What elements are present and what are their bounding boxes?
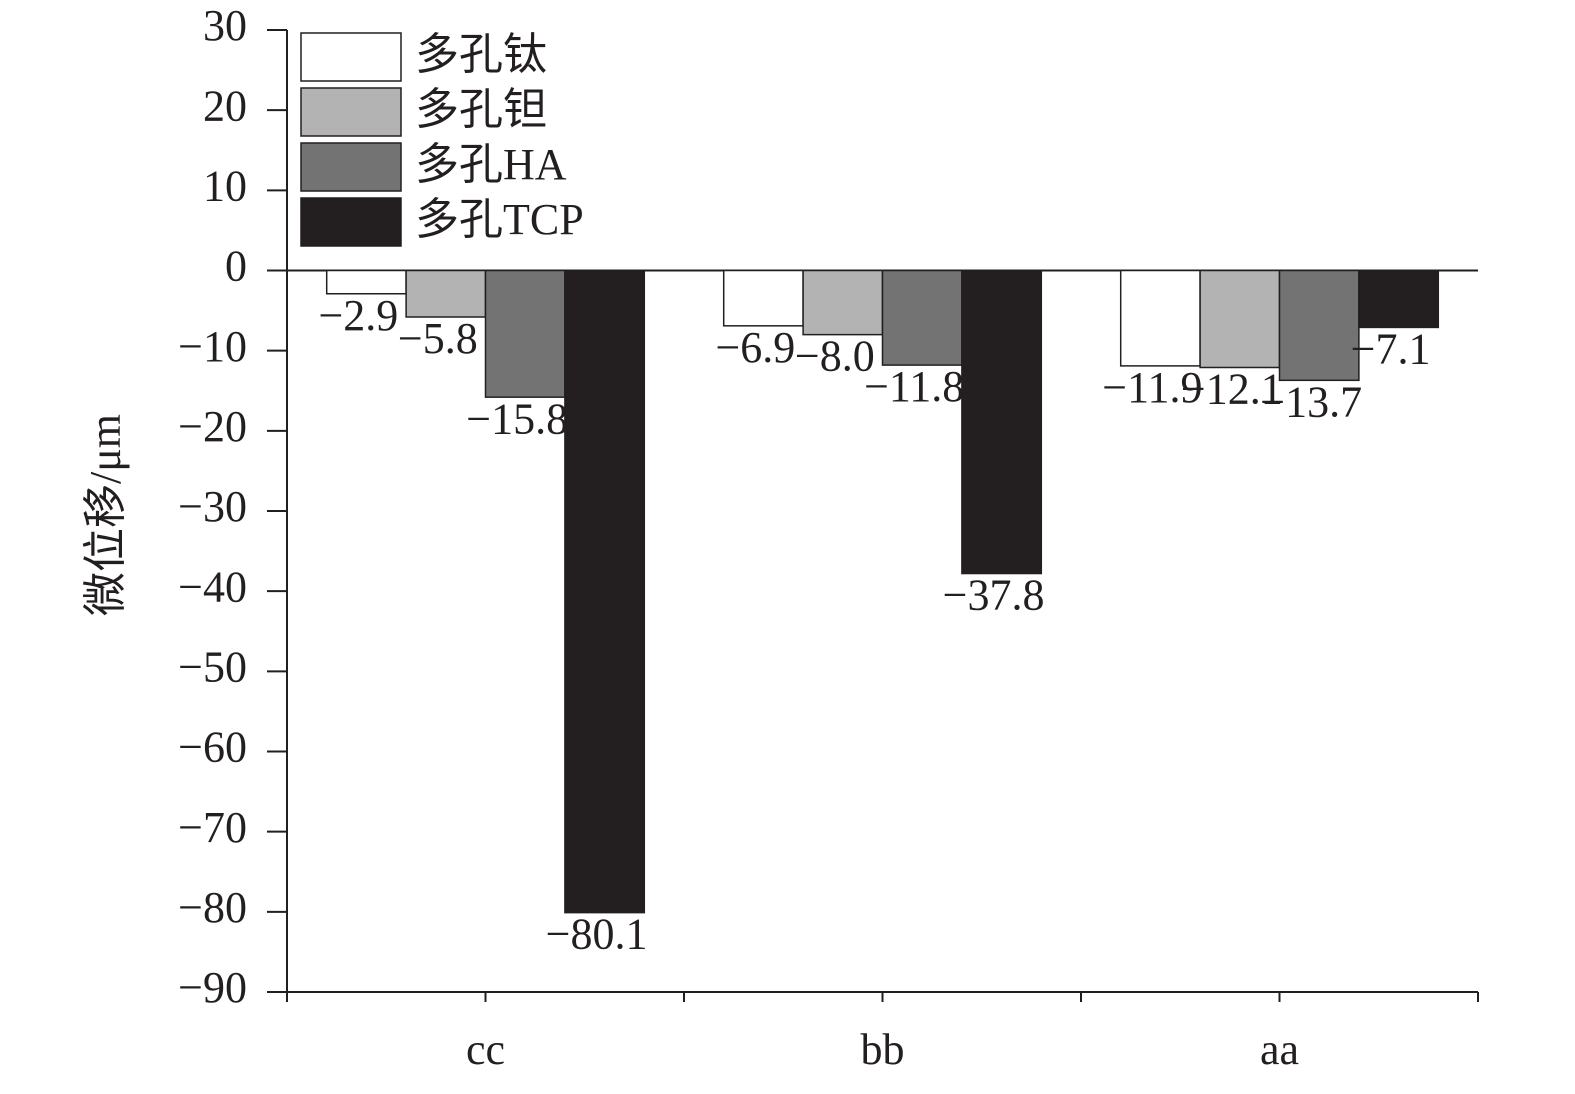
value-label: −2.9 [318, 291, 398, 340]
legend-label: 多孔钛 [415, 30, 547, 79]
bar [405, 269, 487, 318]
legend-label: 多孔TCP [415, 195, 584, 244]
value-label: −8.0 [795, 332, 875, 381]
y-tick-label: −60 [178, 723, 247, 772]
value-label: −11.9 [1102, 363, 1202, 412]
legend-swatch [300, 87, 402, 137]
bar [1358, 269, 1440, 329]
y-tick-label: −40 [178, 562, 247, 611]
bar [961, 269, 1043, 575]
legend-swatch [300, 32, 402, 82]
value-label: −12.1 [1181, 365, 1283, 414]
y-tick-label: −20 [178, 402, 247, 451]
bar [1278, 269, 1360, 382]
bar [1199, 269, 1281, 369]
y-tick-label: −70 [178, 803, 247, 852]
value-label: −5.8 [398, 314, 478, 363]
bar [564, 269, 646, 914]
value-label: −11.8 [864, 362, 964, 411]
value-label: −6.9 [715, 323, 795, 372]
y-tick-label: −10 [178, 322, 247, 371]
bar [722, 269, 804, 327]
bar [802, 269, 884, 336]
x-tick-label: aa [1260, 1025, 1299, 1074]
bar [881, 269, 963, 366]
y-tick-label: −50 [178, 642, 247, 691]
value-label: −37.8 [943, 571, 1045, 620]
legend-label: 多孔HA [415, 140, 567, 189]
y-tick-label: 30 [203, 1, 247, 50]
x-tick-label: cc [466, 1025, 505, 1074]
value-label: −15.8 [466, 394, 568, 443]
y-tick-label: −80 [178, 883, 247, 932]
y-tick-label: 10 [203, 161, 247, 210]
legend-label: 多孔钽 [415, 85, 547, 134]
value-label: −80.1 [546, 910, 648, 959]
bar [484, 269, 566, 398]
legend-swatch [300, 142, 402, 192]
value-label: −13.7 [1260, 377, 1362, 426]
y-tick-label: −90 [178, 963, 247, 1012]
value-label: −7.1 [1351, 325, 1431, 374]
bar [1119, 269, 1201, 367]
y-tick-label: −30 [178, 482, 247, 531]
y-tick-label: 0 [225, 242, 247, 291]
legend-swatch [300, 197, 402, 247]
y-tick-label: 20 [203, 81, 247, 130]
y-axis-label: 微位移/μm [81, 414, 130, 616]
x-tick-label: bb [861, 1025, 905, 1074]
